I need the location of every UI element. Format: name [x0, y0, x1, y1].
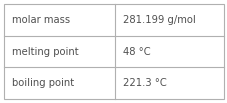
Text: 48 °C: 48 °C	[123, 46, 150, 57]
Text: 281.199 g/mol: 281.199 g/mol	[123, 15, 195, 25]
Text: melting point: melting point	[12, 46, 78, 57]
Text: boiling point: boiling point	[12, 78, 74, 88]
Text: 221.3 °C: 221.3 °C	[123, 78, 166, 88]
Text: molar mass: molar mass	[12, 15, 70, 25]
